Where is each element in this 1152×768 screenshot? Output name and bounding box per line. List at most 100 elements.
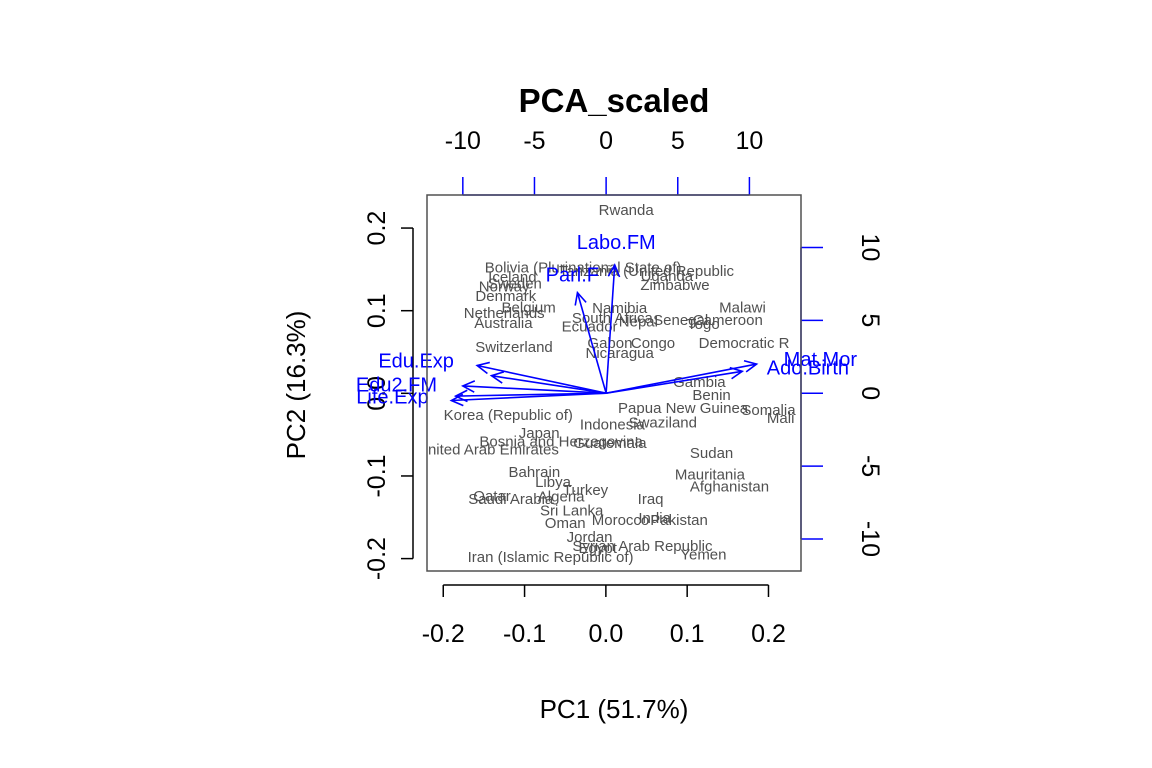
observation-label: Tanzania (United Republic	[559, 263, 735, 280]
observation-label: Switzerland	[475, 339, 553, 356]
observation-label: Pakistan	[650, 512, 708, 529]
observation-label: Sudan	[690, 445, 733, 462]
loading-label: Parl.F	[546, 265, 599, 287]
loading-arrowhead	[743, 359, 759, 373]
x-tick-label: -0.2	[422, 620, 465, 648]
y-tick-label: 0.2	[363, 211, 391, 246]
observation-label: Sweden	[488, 275, 542, 292]
observation-label: Indonesia	[580, 417, 646, 434]
y-axis: -0.2 -0.1 0.0 0.1 0.2	[363, 211, 414, 580]
observation-label: Netherlands	[464, 305, 545, 322]
secondary-x-tick-label: 10	[736, 127, 764, 155]
observation-label: Bosnia and Herzegovina	[479, 433, 643, 450]
observation-label: Iceland	[488, 269, 536, 286]
loading-arrow	[491, 374, 607, 394]
observation-label: Norway	[479, 279, 530, 296]
observation-label: Korea (Republic of)	[444, 407, 573, 424]
observation-label: Iran (Islamic Republic of)	[468, 549, 634, 566]
x-tick-label: 0.2	[751, 620, 786, 648]
y-tick-label: 0.0	[363, 376, 391, 411]
observation-label: Congo	[631, 335, 675, 352]
x-tick-label: -0.1	[503, 620, 546, 648]
secondary-y-tick-label: 10	[856, 234, 884, 262]
loading-label: Edu.Exp	[378, 351, 454, 373]
observation-label: Democratic R	[699, 335, 790, 352]
x-axis: -0.2 -0.1 0.0 0.1 0.2	[422, 584, 786, 648]
loading-label: Life.Exp	[356, 387, 428, 409]
observation-label: Afghanistan	[690, 479, 769, 496]
observation-label: Denmark	[475, 288, 536, 305]
loading-label: Ado.Birth	[767, 357, 849, 379]
loading-arrowhead	[460, 380, 476, 393]
observation-label: Algeria	[538, 489, 585, 506]
observation-label: Morocco	[592, 512, 650, 529]
secondary-x-tick-label: -10	[445, 127, 481, 155]
observation-label: Uganda	[641, 268, 694, 285]
secondary-x-tick-label: 0	[599, 127, 613, 155]
loading-arrow	[605, 264, 616, 394]
observation-label: Saudi Arabia	[468, 491, 554, 508]
observation-label: Bolivia (Plurinational State of)	[485, 260, 682, 277]
loading-arrow	[476, 364, 607, 394]
x-tick-label: 0.1	[670, 620, 705, 648]
loading-arrowhead	[607, 263, 621, 278]
secondary-y-tick-label: -5	[856, 455, 884, 477]
observation-label: Somalia	[741, 402, 796, 419]
loading-label: Labo.FM	[577, 232, 656, 254]
loading-arrow	[462, 385, 607, 395]
y-tick-label: -0.2	[363, 537, 391, 580]
observation-label: Japan	[519, 425, 560, 442]
observation-label: India	[638, 510, 671, 527]
chart-title: PCA_scaled	[519, 82, 710, 119]
observation-label: Oman	[545, 515, 586, 532]
observation-label: Turkey	[563, 482, 609, 499]
loading-arrowhead	[475, 361, 490, 375]
loading-arrows	[449, 263, 759, 407]
loading-arrowhead	[449, 393, 464, 407]
observation-label: Sri Lanka	[540, 503, 604, 520]
observation-label: Benin	[692, 387, 730, 404]
loading-label: Mat.Mor	[784, 349, 858, 371]
observation-label: Yemen	[680, 546, 726, 563]
observation-label: Ecuador	[562, 318, 618, 335]
observation-label: South Africa	[572, 310, 654, 327]
observation-labels: Rwanda Bolivia (Plurinational State of)Ta…	[427, 202, 796, 566]
observation-label: Libya	[535, 474, 572, 491]
secondary-x-tick-label: 5	[671, 127, 685, 155]
secondary-y-tick-label: -10	[856, 521, 884, 557]
observation-label: Bahrain	[508, 464, 560, 481]
observation-label: Cameroon	[693, 312, 763, 329]
observation-label: Iraq	[638, 491, 664, 508]
y-axis-label: PC2 (16.3%)	[281, 311, 311, 460]
loading-arrowhead	[574, 290, 587, 306]
secondary-y-tick-label: 5	[856, 313, 884, 327]
observation-label: Jordan	[567, 529, 613, 546]
observation-label: Qatar	[473, 488, 511, 505]
observation-label: Papua New Guinea	[618, 400, 749, 417]
x-axis-label: PC1 (51.7%)	[540, 694, 689, 724]
loading-arrow	[451, 392, 607, 402]
observation-label: Syrian Arab Republic	[572, 538, 713, 555]
observation-label: Rwanda	[599, 202, 655, 219]
observation-label: Australia	[474, 315, 533, 332]
observation-label: Belgium	[502, 299, 556, 316]
loading-arrowhead	[489, 371, 505, 384]
secondary-y-axis: -10 -5 0 5 10	[800, 234, 884, 557]
observation-label: Nepal	[619, 313, 658, 330]
loading-arrow	[605, 363, 757, 394]
x-tick-label: 0.0	[588, 620, 623, 648]
loading-label: Edu2.FM	[356, 375, 437, 397]
observation-label: Swaziland	[629, 414, 697, 431]
y-tick-label: -0.1	[363, 454, 391, 497]
y-tick-label: 0.1	[363, 293, 391, 328]
secondary-y-tick-label: 0	[856, 386, 884, 400]
plot-area: Rwanda Bolivia (Plurinational State of)Ta…	[427, 202, 796, 566]
observation-label: Guatemala	[573, 435, 647, 452]
observation-label: Mali	[767, 410, 795, 427]
observation-label: Zimbabwe	[640, 277, 709, 294]
secondary-x-axis: -10 -5 0 5 10	[445, 127, 764, 196]
observation-label: Togo	[687, 316, 720, 333]
loading-arrow	[576, 292, 607, 394]
